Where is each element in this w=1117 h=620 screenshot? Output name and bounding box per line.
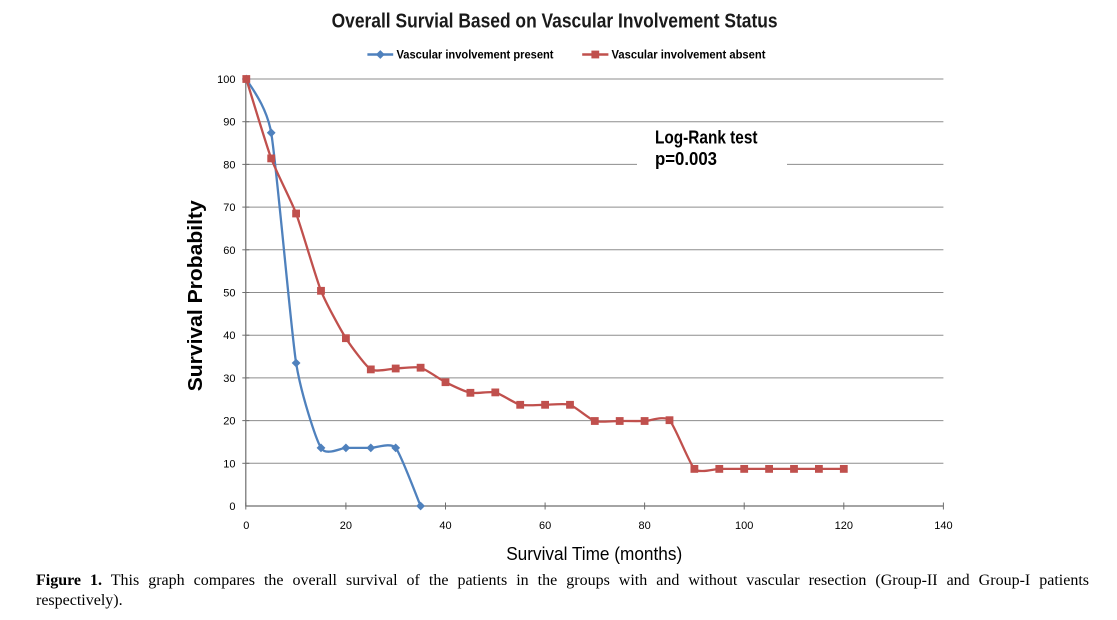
svg-text:40: 40 [439,520,451,532]
svg-text:60: 60 [223,245,235,257]
svg-text:0: 0 [243,520,249,532]
svg-text:Survival Time (months): Survival Time (months) [506,543,682,564]
svg-text:100: 100 [217,74,235,86]
svg-text:100: 100 [735,520,753,532]
svg-text:80: 80 [223,159,235,171]
svg-text:20: 20 [340,520,352,532]
svg-text:50: 50 [223,288,235,300]
svg-text:10: 10 [223,458,235,470]
svg-text:90: 90 [223,117,235,129]
svg-text:80: 80 [638,520,650,532]
svg-text:Vascular involvement absent: Vascular involvement absent [612,48,766,62]
svg-text:140: 140 [934,520,952,532]
svg-text:Vascular involvement present: Vascular involvement present [397,48,554,62]
svg-text:60: 60 [539,520,551,532]
svg-text:20: 20 [223,416,235,428]
svg-text:70: 70 [223,202,235,214]
svg-text:0: 0 [229,501,235,513]
svg-text:120: 120 [835,520,853,532]
svg-text:p=0.003: p=0.003 [655,149,717,169]
svg-text:30: 30 [223,373,235,385]
svg-text:Log-Rank test: Log-Rank test [655,128,758,148]
svg-text:Overall Survial Based on Vascu: Overall Survial Based on Vascular Involv… [332,11,778,33]
svg-text:40: 40 [223,330,235,342]
svg-text:Survival Probabilty: Survival Probabilty [185,199,207,391]
